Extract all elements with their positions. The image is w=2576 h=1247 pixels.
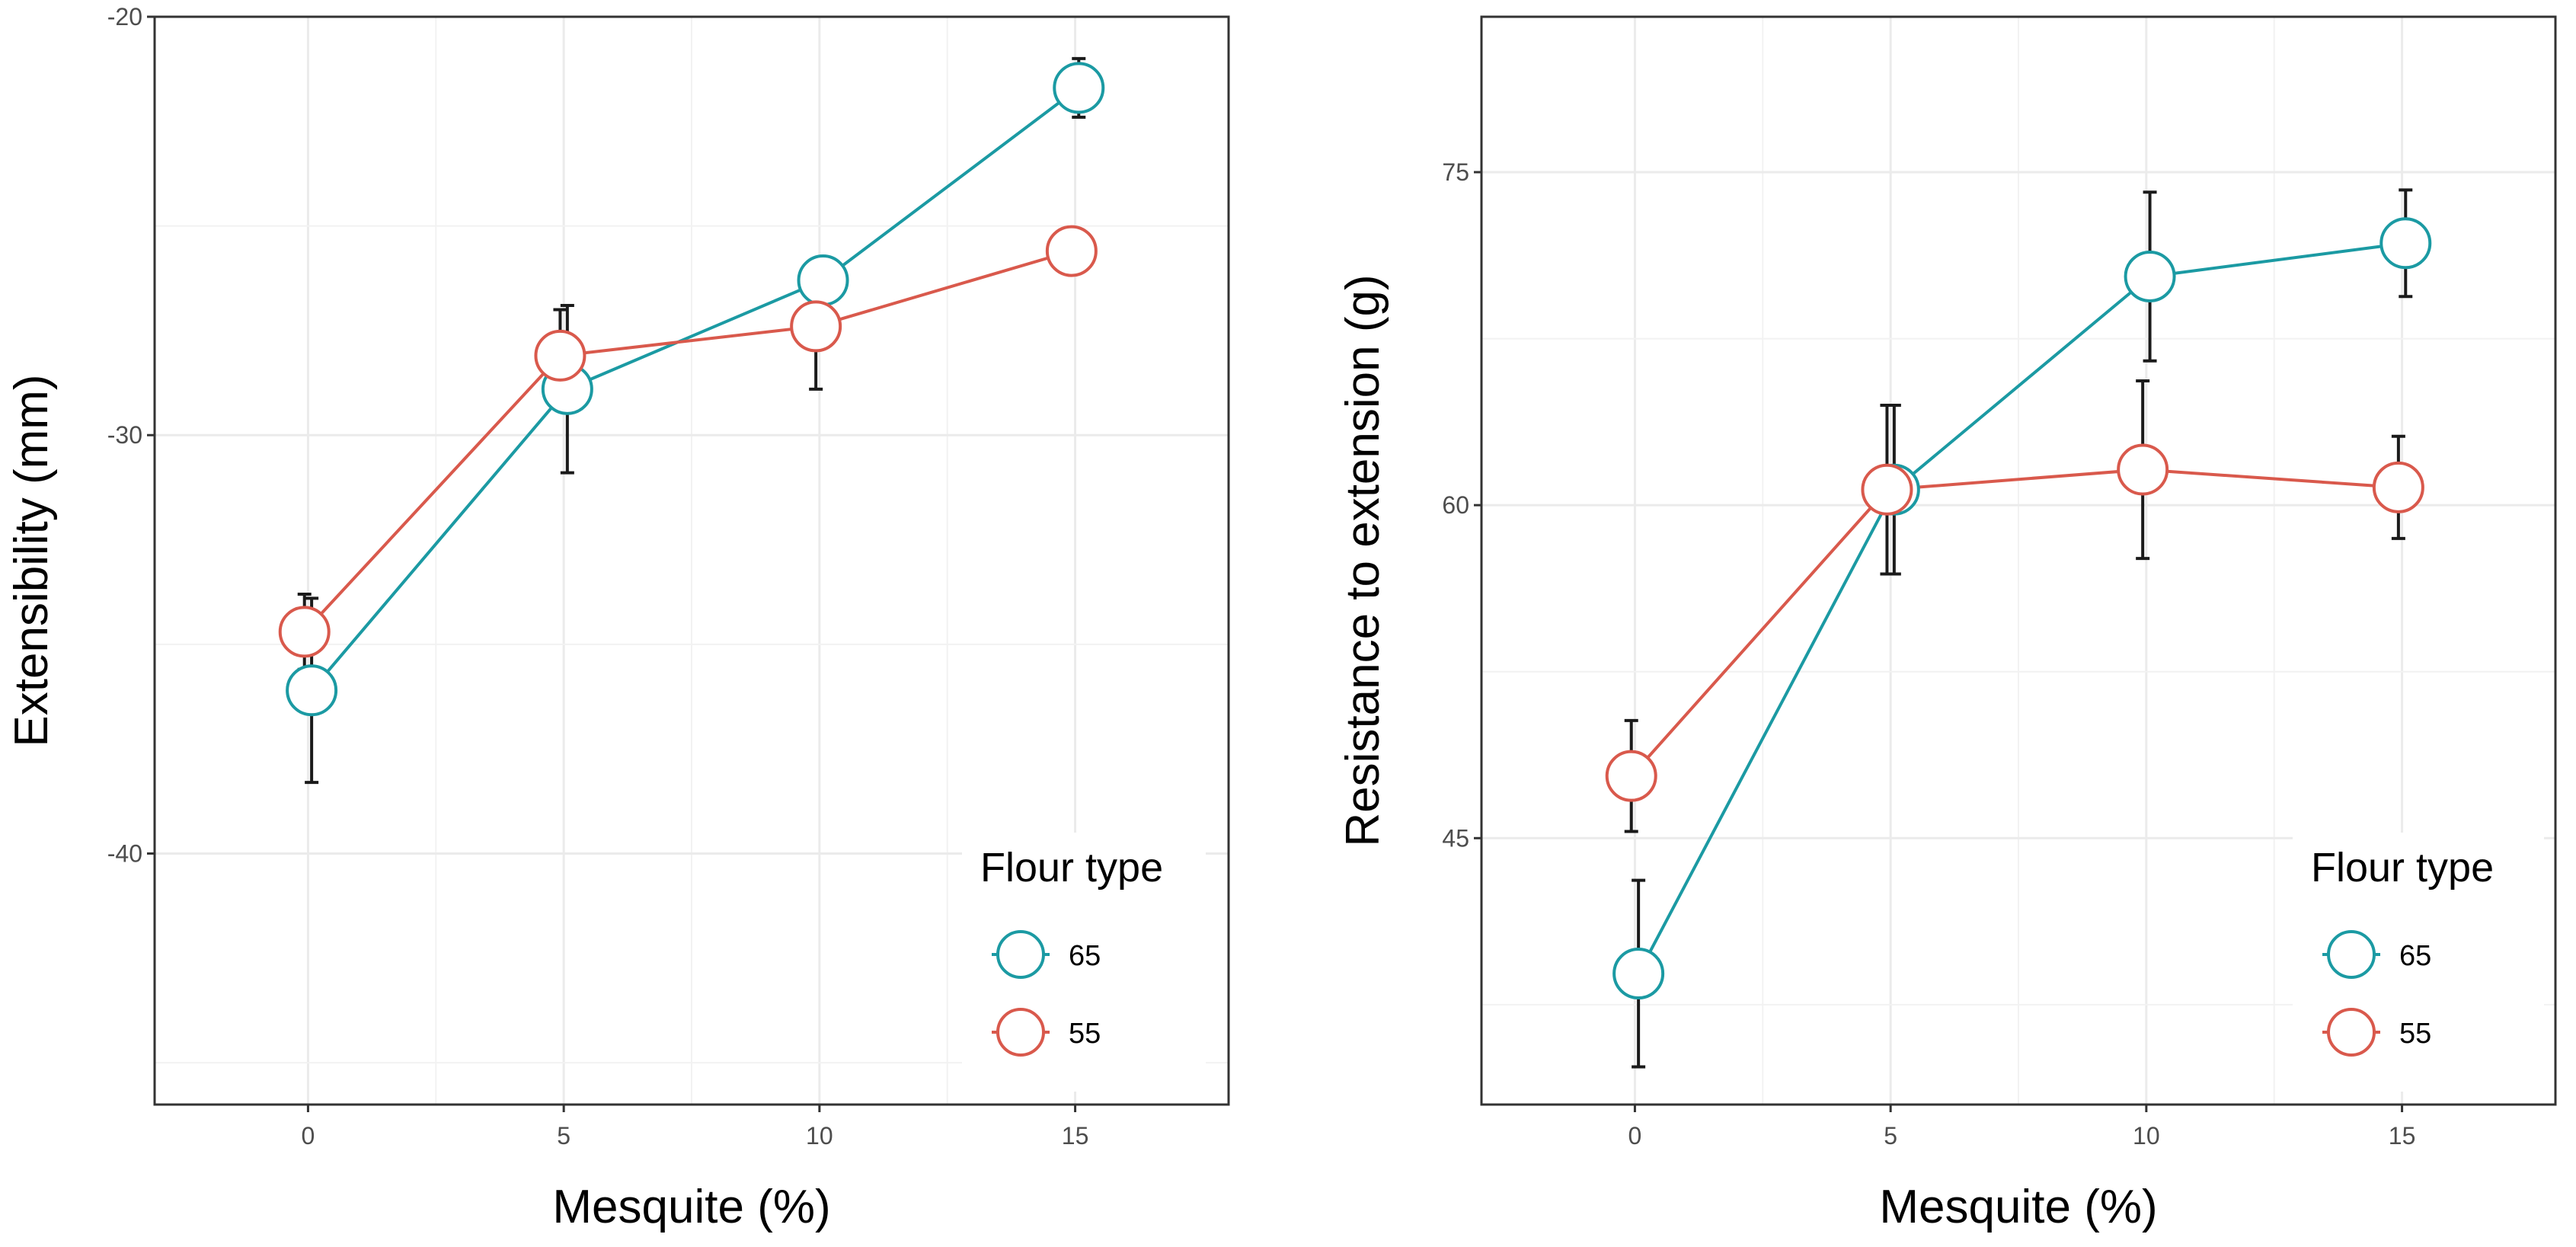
x-tick-label: 0 bbox=[302, 1122, 315, 1149]
gridlines bbox=[1481, 17, 2555, 1105]
legend-entry-label: 65 bbox=[1069, 940, 1101, 972]
chart-panel-1: -20 -30 -40 0 5 10 15 Mesquite (%) Extensibility… bbox=[5, 3, 1230, 1233]
data-point-55 bbox=[1605, 750, 1657, 802]
legend-entry-label: 55 bbox=[2399, 1018, 2431, 1050]
legend: Flour type 65 55 bbox=[962, 833, 1206, 1092]
data-point-65 bbox=[797, 254, 849, 307]
x-tick-label: 15 bbox=[1062, 1122, 1089, 1149]
data-point-55 bbox=[1861, 463, 1913, 516]
series-line-55 bbox=[1630, 468, 2399, 778]
series-line-65 bbox=[310, 86, 1080, 692]
y-tick-label: -20 bbox=[107, 3, 142, 30]
data-point-65 bbox=[2124, 250, 2176, 302]
x-tick-label: 10 bbox=[806, 1122, 833, 1149]
legend-key-marker bbox=[2327, 930, 2376, 979]
legend-entry-label: 55 bbox=[1069, 1018, 1101, 1050]
data-point-55 bbox=[1045, 225, 1098, 277]
plot-border bbox=[153, 15, 1230, 1106]
data-point-55 bbox=[534, 329, 586, 382]
legend: Flour type 65 55 bbox=[2293, 833, 2544, 1092]
data-point-65 bbox=[1053, 62, 1105, 114]
y-tick-label: -40 bbox=[107, 839, 142, 867]
x-axis-title: Mesquite (%) bbox=[552, 1181, 830, 1233]
legend-title: Flour type bbox=[2311, 845, 2494, 890]
data-point-55 bbox=[278, 606, 331, 658]
y-axis-title: Resistance to extension (g) bbox=[1337, 274, 1389, 846]
x-tick-label: 15 bbox=[2389, 1122, 2416, 1149]
legend-key-marker bbox=[996, 1008, 1045, 1057]
data-point-55 bbox=[790, 300, 842, 353]
legend-key-marker bbox=[996, 930, 1045, 979]
x-tick-label: 0 bbox=[1628, 1122, 1642, 1149]
plot-border bbox=[1480, 15, 2557, 1106]
y-tick-label: 60 bbox=[1442, 491, 1469, 519]
chart-panel-2: 75 60 45 0 5 10 15 Mesquite (%) Resistance to ex… bbox=[1337, 15, 2557, 1233]
legend-title: Flour type bbox=[980, 845, 1163, 890]
data-point-65 bbox=[286, 664, 338, 717]
y-axis-title: Extensibility (mm) bbox=[5, 374, 58, 747]
y-tick-label: 75 bbox=[1442, 158, 1469, 186]
y-tick-label: -30 bbox=[107, 421, 142, 449]
x-tick-label: 5 bbox=[1884, 1122, 1897, 1149]
legend-key-marker bbox=[2327, 1008, 2376, 1057]
y-tick-label: 45 bbox=[1442, 824, 1469, 852]
data-point-55 bbox=[2117, 443, 2169, 496]
data-point-55 bbox=[2372, 461, 2424, 513]
data-point-65 bbox=[2379, 217, 2432, 270]
data-point-65 bbox=[1612, 948, 1665, 1000]
x-axis-title: Mesquite (%) bbox=[1879, 1181, 2157, 1233]
x-tick-label: 10 bbox=[2133, 1122, 2160, 1149]
series-line-65 bbox=[1637, 241, 2406, 974]
legend-entry-label: 65 bbox=[2399, 940, 2431, 972]
series-line-55 bbox=[303, 249, 1072, 633]
x-tick-label: 5 bbox=[557, 1122, 570, 1149]
